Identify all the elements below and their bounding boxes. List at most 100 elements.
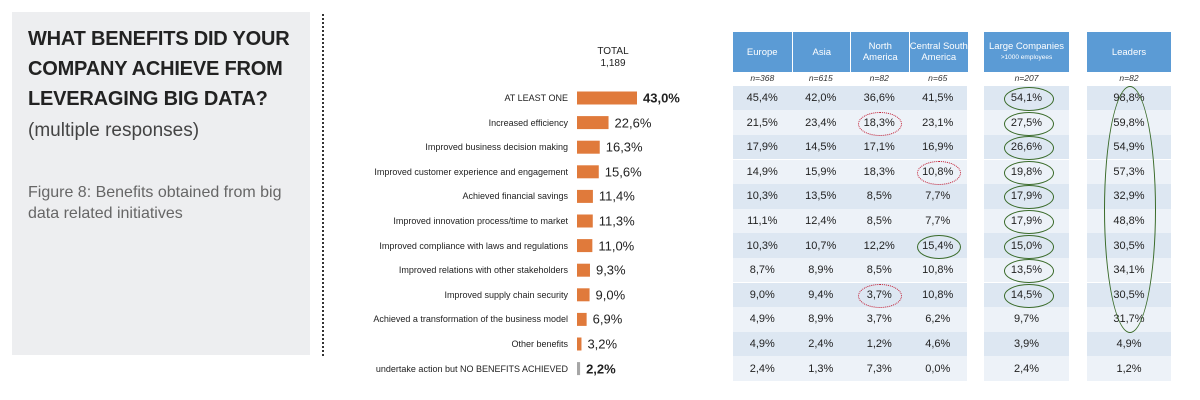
- region-n: n=65: [928, 73, 948, 83]
- bar-label: Improved customer experience and engagem…: [374, 166, 568, 177]
- region-n: n=82: [869, 73, 889, 83]
- region-cell: 8,9%: [791, 307, 850, 332]
- region-cell: 8,5%: [850, 184, 909, 209]
- region-cell: 16,9%: [908, 134, 967, 160]
- large-companies-cell: 14,5%: [984, 282, 1069, 308]
- bar-label: undertake action but NO BENEFITS ACHIEVE…: [375, 363, 568, 374]
- bar-value-label: 9,0%: [595, 287, 626, 303]
- bar: [577, 165, 599, 179]
- large-companies-cell: 3,9%: [984, 331, 1069, 357]
- bar-value-label: 6,9%: [592, 311, 623, 327]
- leaders-cell: 31,7%: [1087, 307, 1171, 332]
- region-header: Central South America: [908, 32, 968, 72]
- region-cell: 14,9%: [733, 159, 792, 185]
- large-companies-label: Large Companies >1000 employees: [989, 41, 1064, 61]
- bar: [577, 288, 590, 302]
- bar-label: Increased efficiency: [488, 117, 568, 128]
- bar-label: Achieved financial savings: [462, 191, 568, 202]
- region-cell: 15,9%: [791, 159, 850, 185]
- large-companies-cell: 26,6%: [984, 134, 1069, 160]
- region-cell: 23,4%: [791, 110, 850, 135]
- bar-value-label: 43,0%: [643, 90, 680, 106]
- region-cell: 18,3%: [850, 110, 909, 135]
- region-cell: 17,1%: [850, 134, 909, 160]
- region-cell: 8,5%: [850, 208, 909, 234]
- bar: [577, 140, 600, 154]
- region-cell: 11,1%: [733, 208, 792, 234]
- info-panel: WHAT BENEFITS DID YOUR COMPANY ACHIEVE F…: [12, 12, 310, 355]
- bar-value-label: 2,2%: [586, 361, 616, 377]
- region-cell: 10,7%: [791, 233, 850, 258]
- leaders-cell: 48,8%: [1087, 208, 1171, 234]
- total-label: TOTAL: [597, 46, 629, 57]
- region-cell: 9,4%: [791, 282, 850, 308]
- bar-value-label: 11,0%: [598, 238, 635, 254]
- region-cell: 8,9%: [791, 257, 850, 283]
- bar: [577, 263, 590, 277]
- large-companies-cell: 13,5%: [984, 257, 1069, 283]
- leaders-cell: 59,8%: [1087, 110, 1171, 135]
- leaders-cell: 34,1%: [1087, 257, 1171, 283]
- region-cell: 8,7%: [733, 257, 792, 283]
- region-cell: 42,0%: [791, 85, 850, 111]
- large-companies-cell: 27,5%: [984, 110, 1069, 135]
- region-cell: 4,6%: [908, 331, 967, 357]
- region-cell: 45,4%: [733, 85, 792, 111]
- region-cell: 15,4%: [908, 233, 967, 258]
- bar-value-label: 16,3%: [605, 139, 643, 155]
- region-cell: 1,2%: [850, 331, 909, 357]
- region-cell: 0,0%: [908, 356, 967, 381]
- region-cell: 4,9%: [733, 331, 792, 357]
- bar-label: Improved business decision making: [425, 142, 568, 153]
- figure-caption: Figure 8: Benefits obtained from big dat…: [28, 184, 282, 222]
- region-cell: 10,8%: [908, 257, 967, 283]
- region-n: n=368: [750, 73, 775, 83]
- leaders-cell: 98,8%: [1087, 85, 1171, 111]
- bar-label: Improved compliance with laws and regula…: [379, 240, 568, 251]
- bar: [577, 312, 587, 326]
- large-companies-header: Large Companies >1000 employees: [984, 32, 1069, 72]
- large-companies-cell: 19,8%: [984, 159, 1069, 185]
- bar: [577, 362, 581, 376]
- bar-value-label: 11,4%: [598, 188, 635, 204]
- large-companies-cell: 17,9%: [984, 184, 1069, 209]
- region-cell: 13,5%: [791, 184, 850, 209]
- bar-label: Improved supply chain security: [444, 289, 568, 300]
- bar-value-label: 22,6%: [614, 115, 652, 131]
- bar: [577, 189, 593, 203]
- bar-label: Improved relations with other stakeholde…: [398, 265, 568, 276]
- leaders-cell: 57,3%: [1087, 159, 1171, 185]
- region-cell: 12,4%: [791, 208, 850, 234]
- region-cell: 7,7%: [908, 208, 967, 234]
- region-cell: 10,3%: [733, 233, 792, 258]
- region-n: n=615: [808, 73, 833, 83]
- bar-label: Other benefits: [511, 339, 568, 349]
- region-cell: 36,6%: [850, 85, 909, 111]
- large-companies-sublabel: >1000 employees: [1000, 54, 1053, 61]
- large-companies-cell: 15,0%: [984, 233, 1069, 258]
- region-cell: 21,5%: [733, 110, 792, 135]
- bar: [577, 116, 609, 130]
- leaders-cell: 4,9%: [1087, 331, 1171, 357]
- region-header: Asia: [791, 32, 851, 72]
- region-header: Europe: [733, 32, 792, 72]
- bar: [577, 214, 593, 228]
- region-cell: 10,3%: [733, 184, 792, 209]
- bar-value-label: 15,6%: [604, 164, 642, 180]
- panel-subtitle: (multiple responses): [28, 120, 200, 141]
- region-cell: 41,5%: [908, 85, 967, 111]
- leaders-cell: 32,9%: [1087, 184, 1171, 209]
- region-cell: 12,2%: [850, 233, 909, 258]
- large-companies-cell: 2,4%: [984, 356, 1069, 381]
- large-companies-cell: 17,9%: [984, 208, 1069, 234]
- total-header: TOTAL 1,189: [583, 46, 643, 70]
- region-cell: 3,7%: [850, 307, 909, 332]
- region-cell: 14,5%: [791, 134, 850, 160]
- region-cell: 1,3%: [791, 356, 850, 381]
- region-cell: 8,5%: [850, 257, 909, 283]
- large-companies-n: n=207: [1014, 73, 1039, 83]
- bar-label: Achieved a transformation of the busines…: [373, 314, 568, 325]
- region-header: North America: [850, 32, 910, 72]
- leaders-n: n=82: [1119, 73, 1139, 83]
